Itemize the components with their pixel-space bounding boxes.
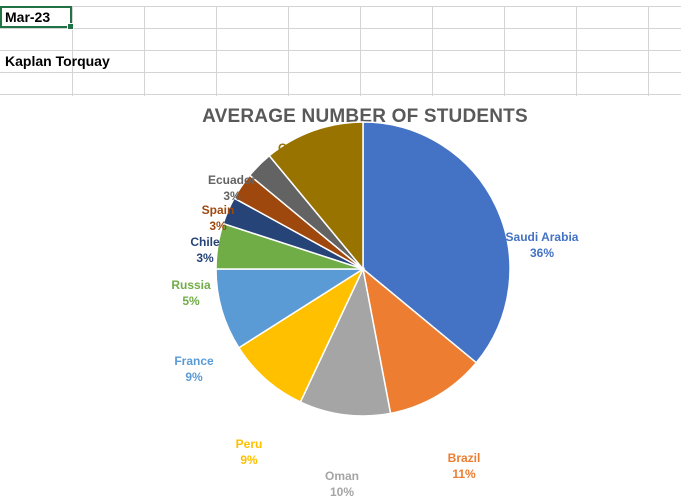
data-label-percent: 3% (223, 189, 241, 203)
pie-chart-svg (215, 121, 511, 417)
data-label-percent: 10% (329, 485, 355, 499)
pie-slice-peru[interactable] (237, 266, 365, 404)
data-label-percent: 9% (240, 453, 258, 467)
data-label-peru: Peru 9% (236, 436, 263, 468)
data-label-percent: 11% (452, 467, 476, 481)
data-label-name: Chile (190, 235, 220, 249)
data-label-russia: Russia 5% (171, 277, 210, 309)
data-label-name: Peru (235, 437, 263, 451)
data-label-name: Other (277, 141, 311, 155)
pie-slice-france[interactable] (215, 268, 366, 349)
data-label-oman: Oman 10% (325, 468, 359, 500)
data-label-other: Other 11% (278, 140, 310, 172)
pie-slice-other[interactable] (268, 121, 364, 272)
data-label-name: Brazil (447, 451, 481, 465)
pie-slice-oman[interactable] (299, 266, 392, 417)
data-label-percent: 36% (529, 246, 555, 260)
data-label-name: Russia (171, 278, 211, 292)
pie-slice-saudi-arabia[interactable] (362, 121, 511, 364)
data-label-percent: 9% (185, 370, 203, 384)
data-label-chile: Chile 3% (190, 234, 219, 266)
pie-slice-brazil[interactable] (361, 267, 478, 415)
fill-handle[interactable] (67, 23, 74, 30)
data-label-percent: 11% (282, 157, 306, 171)
data-label-brazil: Brazil 11% (448, 450, 481, 482)
data-label-name: Oman (324, 469, 360, 483)
data-label-name: Ecuador (207, 173, 257, 187)
data-label-ecuador: Ecuador 3% (208, 172, 256, 204)
chart-title: AVERAGE NUMBER OF STUDENTS (202, 106, 528, 127)
cell-a3-school[interactable]: Kaplan Torquay (5, 53, 110, 69)
data-label-name: Spain (201, 203, 235, 217)
data-label-name: France (174, 354, 214, 368)
data-label-percent: 5% (182, 294, 200, 308)
data-label-saudi-arabia: Saudi Arabia 36% (506, 229, 579, 261)
data-label-france: France 9% (174, 353, 213, 385)
data-label-name: Saudi Arabia (505, 230, 579, 244)
cell-a1-date[interactable]: Mar-23 (5, 9, 51, 25)
data-label-percent: 3% (209, 219, 227, 233)
active-cell-selection[interactable] (0, 6, 74, 30)
data-label-spain: Spain 3% (202, 202, 235, 234)
data-label-percent: 3% (196, 251, 214, 265)
pie-chart[interactable]: AVERAGE NUMBER OF STUDENTS Saudi Arabia 3… (2, 96, 681, 501)
